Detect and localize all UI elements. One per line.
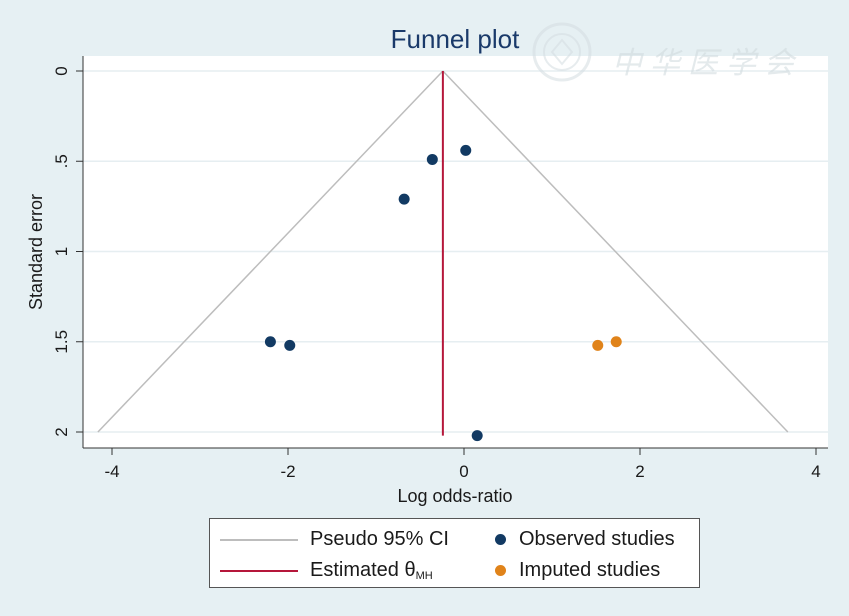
legend-label-estimate-subscript: MH — [415, 569, 433, 582]
x-tick-label: 4 — [811, 462, 820, 481]
y-tick-label: 2 — [52, 427, 71, 436]
legend-item-pseudo-ci: Pseudo 95% CI — [220, 528, 449, 551]
y-tick-label: 0 — [52, 66, 71, 75]
observed-swatch — [495, 534, 506, 545]
observed-study-point — [264, 336, 276, 348]
legend-item-imputed: Imputed studies — [495, 559, 660, 582]
y-tick-label: .5 — [52, 154, 71, 168]
imputed-study-point — [610, 336, 622, 348]
pseudo-ci-left-line — [97, 70, 444, 433]
x-tick-label: -4 — [104, 462, 119, 481]
imputed-swatch — [495, 565, 506, 576]
seal-icon — [532, 22, 592, 82]
observed-study-point — [471, 430, 483, 442]
legend-label-observed: Observed studies — [519, 528, 675, 550]
watermark-text: 中华医学会 — [612, 46, 802, 81]
data-points — [264, 144, 622, 442]
pseudo-ci-swatch — [220, 538, 298, 541]
legend-item-observed: Observed studies — [495, 528, 675, 551]
legend: Pseudo 95% CI Estimated θ MH Observed stu… — [209, 518, 700, 588]
x-axis-label: Log odds-ratio — [397, 486, 512, 506]
observed-study-point — [284, 339, 296, 351]
legend-item-estimate: Estimated θ MH — [220, 559, 433, 582]
x-tick-label: -2 — [280, 462, 295, 481]
x-tick-label: 0 — [459, 462, 468, 481]
grid-lines — [83, 70, 828, 433]
pseudo-ci-lines — [97, 70, 789, 433]
observed-study-point — [398, 193, 410, 205]
pseudo-ci-right-line — [442, 70, 789, 433]
chart-title: Funnel plot — [391, 24, 520, 54]
observed-study-point — [426, 153, 438, 165]
observed-study-point — [460, 144, 472, 156]
estimate-swatch — [220, 569, 298, 572]
watermark-logo: 中华医学会 — [530, 18, 830, 88]
legend-label-estimate: Estimated θ — [310, 559, 416, 581]
legend-label-pseudo-ci: Pseudo 95% CI — [310, 528, 449, 550]
y-tick-label: 1.5 — [52, 330, 71, 354]
legend-label-imputed: Imputed studies — [519, 559, 661, 581]
tick-labels: -4 -2 0 2 4 0 .5 1 1.5 2 — [52, 66, 821, 481]
y-axis-label: Standard error — [26, 194, 46, 310]
axes — [76, 56, 828, 455]
x-tick-label: 2 — [635, 462, 644, 481]
imputed-study-point — [592, 339, 604, 351]
y-tick-label: 1 — [52, 247, 71, 256]
